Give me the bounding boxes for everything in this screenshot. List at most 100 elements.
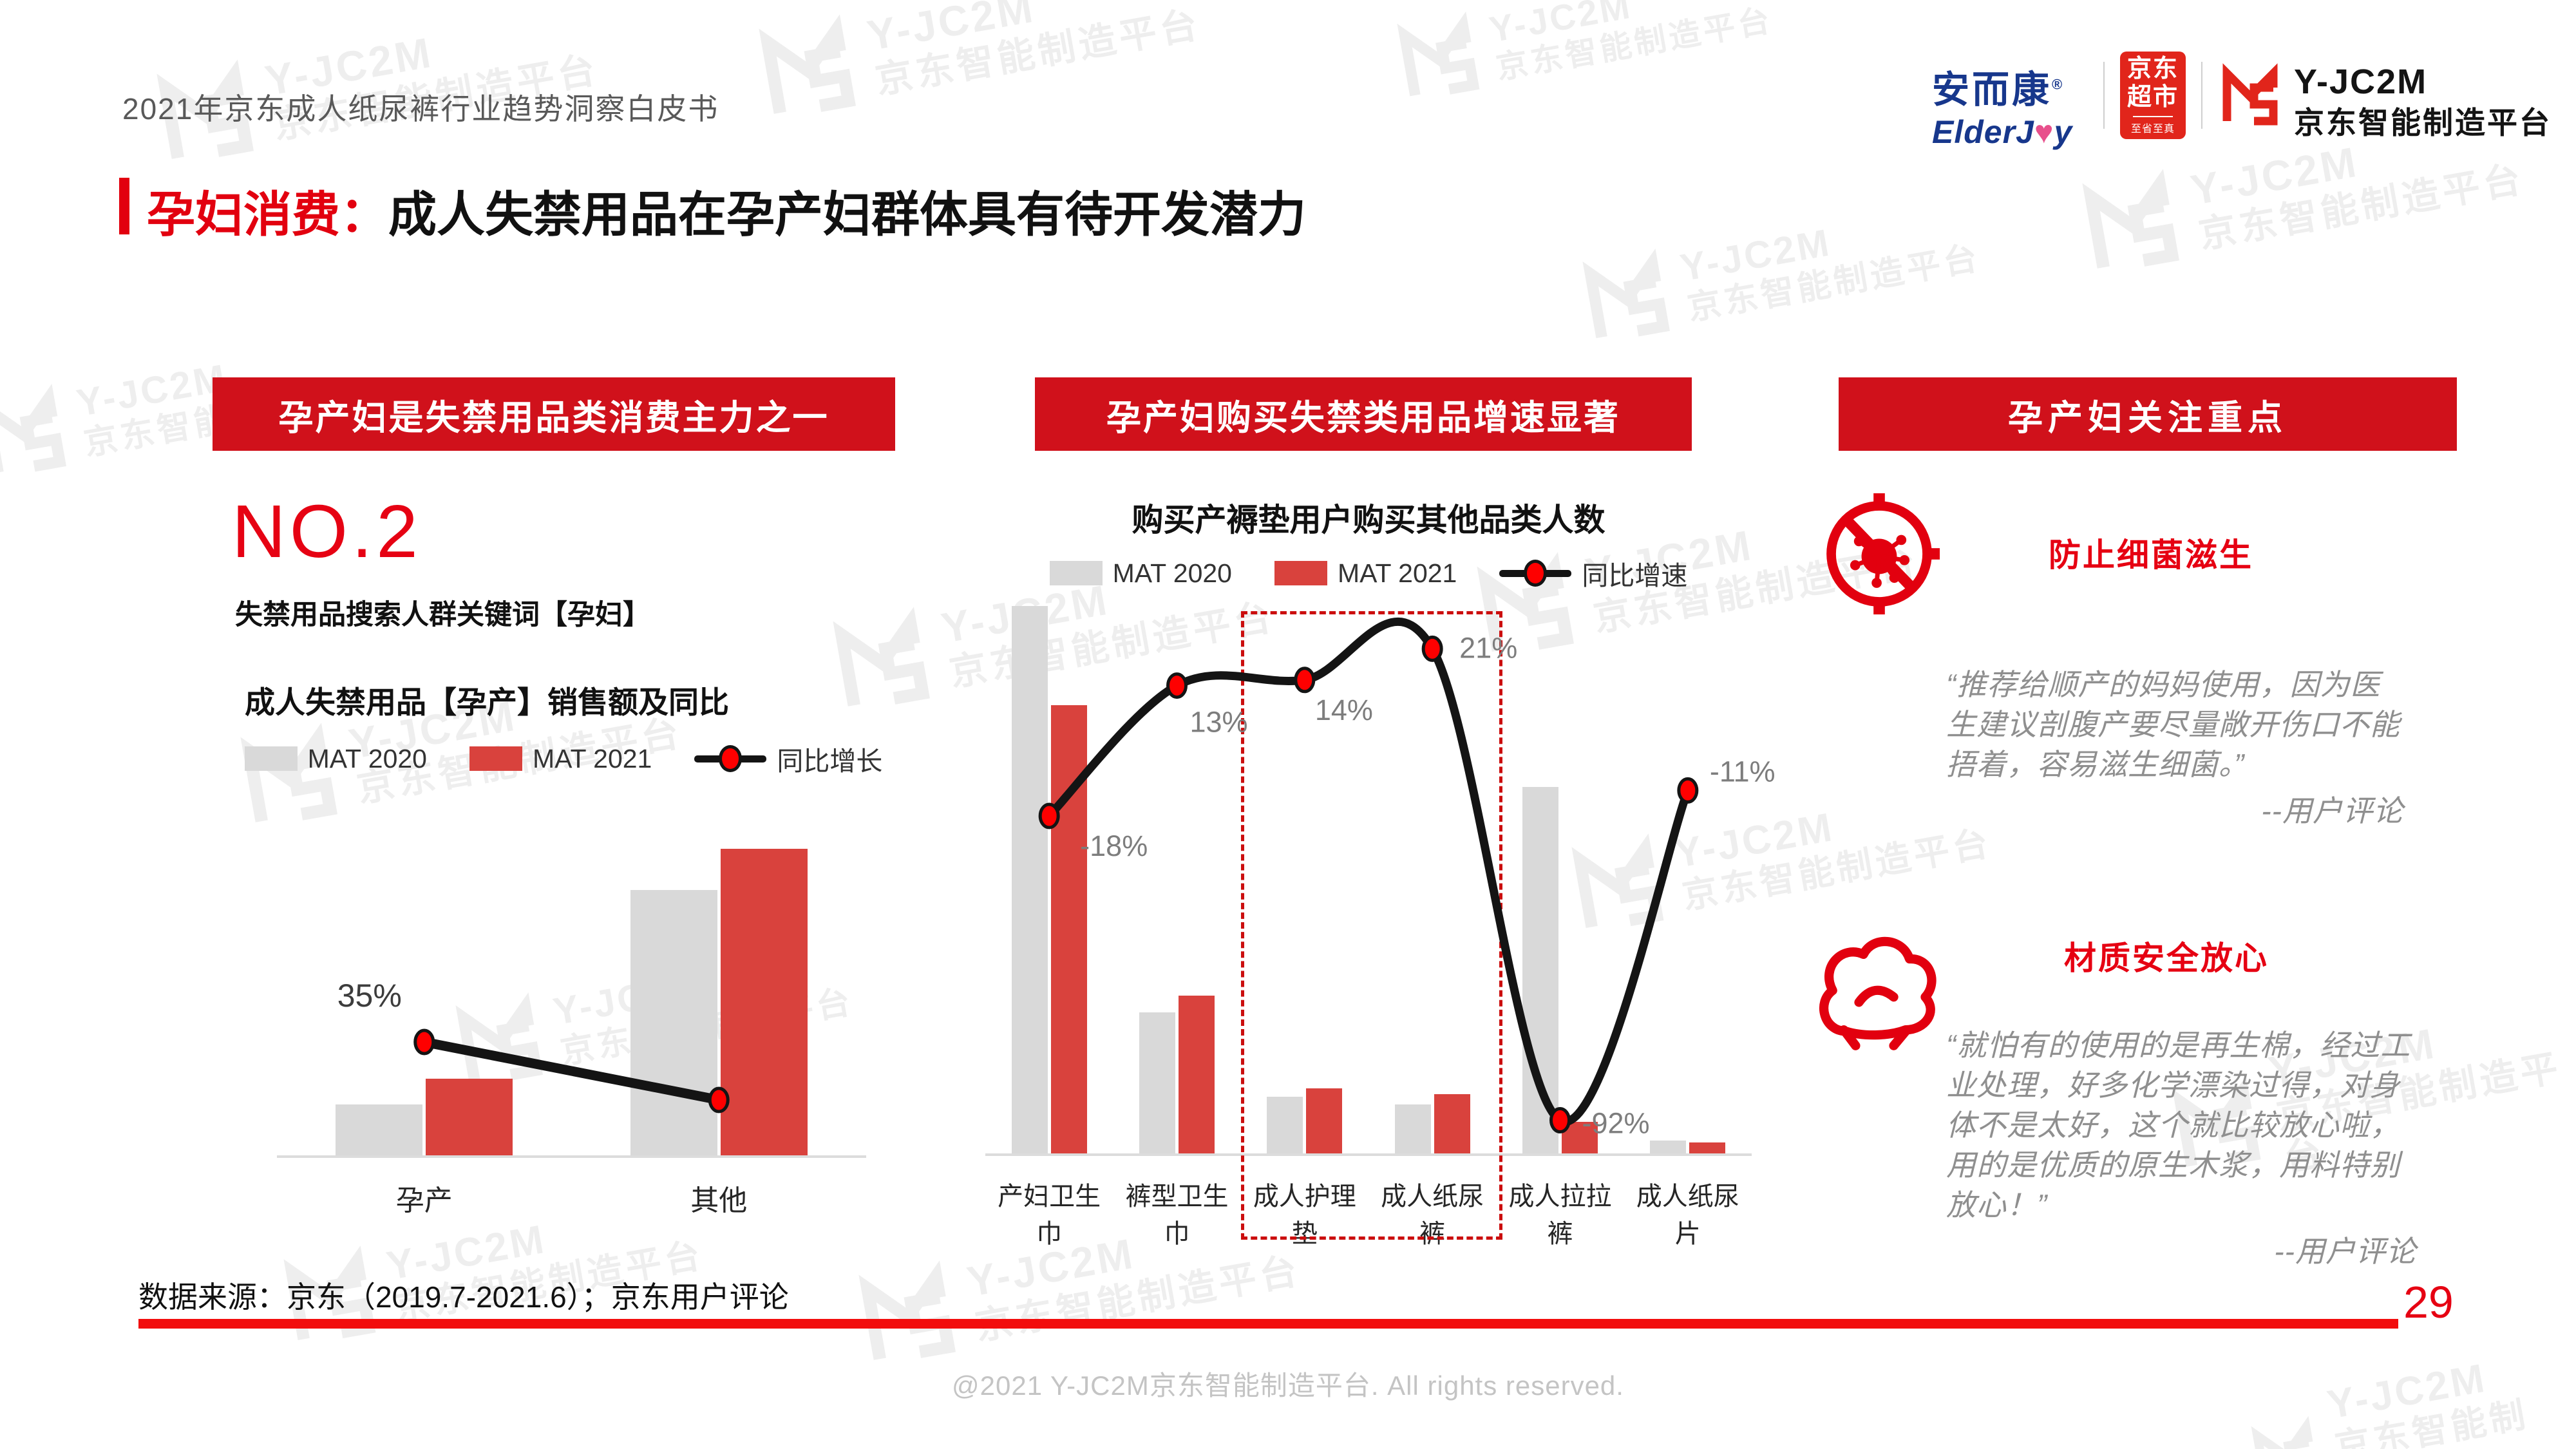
middle-chart-plot: -18% 13% 14% 21% -92% -11% (985, 589, 1776, 1240)
bar (336, 1104, 423, 1155)
growth-line-layer: -18% 13% 14% 21% -92% -11% (1038, 618, 1776, 1140)
document-title: 2021年京东成人纸尿裤行业趋势洞察白皮书 (122, 92, 719, 126)
bar (1178, 995, 1215, 1153)
growth-point (1038, 802, 1060, 829)
category-label: 成人拉拉裤 (1508, 1182, 1612, 1248)
bar-group-成人护理垫 (1241, 589, 1368, 1153)
yjc2m-logo-icon (1582, 249, 1670, 339)
bar (426, 1078, 513, 1155)
category-label: 其他 (690, 1185, 748, 1217)
legend-swatch-gray (1049, 561, 1103, 585)
growth-point (1294, 667, 1316, 694)
legend-item-growth: 同比增速 (1499, 554, 1687, 592)
growth-label: -18% (1080, 829, 1148, 862)
heading-accent-bar (119, 178, 129, 234)
growth-point (1166, 672, 1188, 699)
left-chart-bars (277, 836, 866, 1158)
point1-title: 防止细菌滋生 (2049, 537, 2253, 573)
growth-label: -92% (1582, 1107, 1650, 1140)
middle-chart: -18% 13% 14% 21% -92% -11% 产妇卫生巾 裤型卫生巾 成人护理垫 成人纸… (985, 589, 1776, 1250)
growth-label: -11% (1710, 755, 1776, 788)
growth-label: 14% (1315, 694, 1373, 726)
yjc2m-logo-icon (2082, 169, 2179, 269)
category-label: 成人纸尿片 (1636, 1182, 1739, 1248)
legend-swatch-red (469, 746, 522, 771)
elderjoy-cn-label: 安而康® (1932, 69, 2065, 111)
jd-logo-slogan: 至省至真 (2130, 123, 2175, 135)
growth-point (1421, 635, 1443, 662)
point1-quote: “推荐给顺产的妈妈使用，因为医生建议剖腹产要尽量敞开伤口不能捂着，容易滋生细菌。… (1946, 665, 2403, 831)
bar (1139, 1012, 1175, 1153)
right-banner: 孕产妇关注重点 (1839, 377, 2457, 451)
yjc2m-logo-icon (759, 14, 856, 114)
growth-label: 21% (1459, 631, 1517, 664)
divider (2201, 62, 2202, 129)
point2-quote: “就怕有的使用的是再生棉，经过工业处理，好多化学漂染过得，对身体不是太好，这个就… (1946, 1025, 2416, 1272)
legend-dot-icon (719, 745, 743, 772)
bar-group-成人纸尿裤 (1368, 589, 1496, 1153)
yjc2m-logo-icon (2222, 63, 2278, 126)
legend-item-mat2020: MAT 2020 (244, 744, 427, 774)
growth-label: 35% (337, 978, 402, 1014)
bar-group-裤型卫生巾 (1113, 589, 1240, 1153)
middle-chart-categories: 产妇卫生巾 裤型卫生巾 成人护理垫 成人纸尿裤 成人拉拉裤 成人纸尿片 (985, 1156, 1752, 1250)
bar (1394, 1104, 1431, 1153)
data-source-note: 数据来源：京东（2019.7-2021.6）；京东用户评论 (138, 1280, 789, 1314)
growth-line-layer: 35% (337, 978, 730, 1113)
growth-point (413, 1028, 435, 1056)
bar (1434, 1094, 1470, 1153)
yjc2m-logo-icon (2251, 1416, 2320, 1449)
growth-point (1677, 777, 1699, 804)
divider (2133, 115, 2173, 117)
bar (1011, 606, 1048, 1153)
copyright-note: @2021 Y-JC2M京东智能制造平台. All rights reserve… (952, 1370, 1624, 1401)
middle-chart-legend: MAT 2020 MAT 2021 同比增速 (985, 554, 1752, 592)
page-title: 孕妇消费：成人失禁用品在孕产妇群体具有待开发潜力 (147, 187, 1307, 242)
category-label: 裤型卫生巾 (1125, 1182, 1229, 1248)
growth-point (708, 1086, 730, 1113)
growth-point (1549, 1107, 1571, 1134)
elderjoy-en-label: ElderJ♥y (1932, 114, 2073, 150)
legend-item-mat2021: MAT 2021 (469, 744, 652, 774)
legend-line-icon (694, 745, 767, 772)
heart-icon: ♥ (2034, 114, 2054, 150)
bar (1689, 1142, 1726, 1153)
bar-group-成人纸尿片 (1624, 589, 1752, 1153)
yjc2m-logo-icon (833, 607, 930, 706)
category-label: 产妇卫生巾 (998, 1182, 1101, 1248)
legend-item-growth: 同比增长 (694, 739, 882, 778)
legend-item-mat2021: MAT 2021 (1274, 558, 1457, 589)
bar (1267, 1097, 1303, 1153)
middle-chart-bars (985, 589, 1752, 1156)
legend-swatch-gray (244, 746, 298, 771)
middle-chart-title: 购买产褥垫用户购买其他品类人数 (1132, 503, 1605, 538)
jd-logo-line2: 超市 (2126, 84, 2179, 111)
yjc2m-logo-icon (858, 1260, 956, 1360)
growth-line (419, 1037, 724, 1105)
category-label: 孕产 (395, 1185, 453, 1217)
bar-group-其他 (572, 836, 867, 1155)
yjc2m-logo-icon (1397, 11, 1480, 97)
divider (2103, 62, 2105, 129)
point2-title: 材质安全放心 (2064, 940, 2269, 976)
category-label: 成人护理垫 (1253, 1182, 1356, 1248)
bar (1306, 1088, 1343, 1153)
left-chart: 35% 孕产 其他 (277, 836, 866, 1218)
jd-supermarket-logo: 京东 超市 至省至真 (2120, 52, 2186, 139)
middle-banner: 孕产妇购买失禁类用品增速显著 (1035, 377, 1692, 451)
legend-swatch-red (1274, 561, 1327, 585)
legend-item-mat2020: MAT 2020 (1049, 558, 1232, 589)
cotton-icon (1819, 936, 1937, 1050)
page-number: 29 (2403, 1277, 2454, 1327)
yjc2m-brand-label: Y-JC2M (2294, 62, 2428, 101)
bar-group-孕产 (277, 836, 572, 1155)
left-chart-categories: 孕产 其他 (277, 1158, 866, 1218)
left-chart-plot: 35% (277, 836, 866, 1158)
elderjoy-logo: 安而康® ElderJ♥y (1932, 59, 2072, 151)
point1-attribution: --用户评论 (2261, 794, 2403, 828)
